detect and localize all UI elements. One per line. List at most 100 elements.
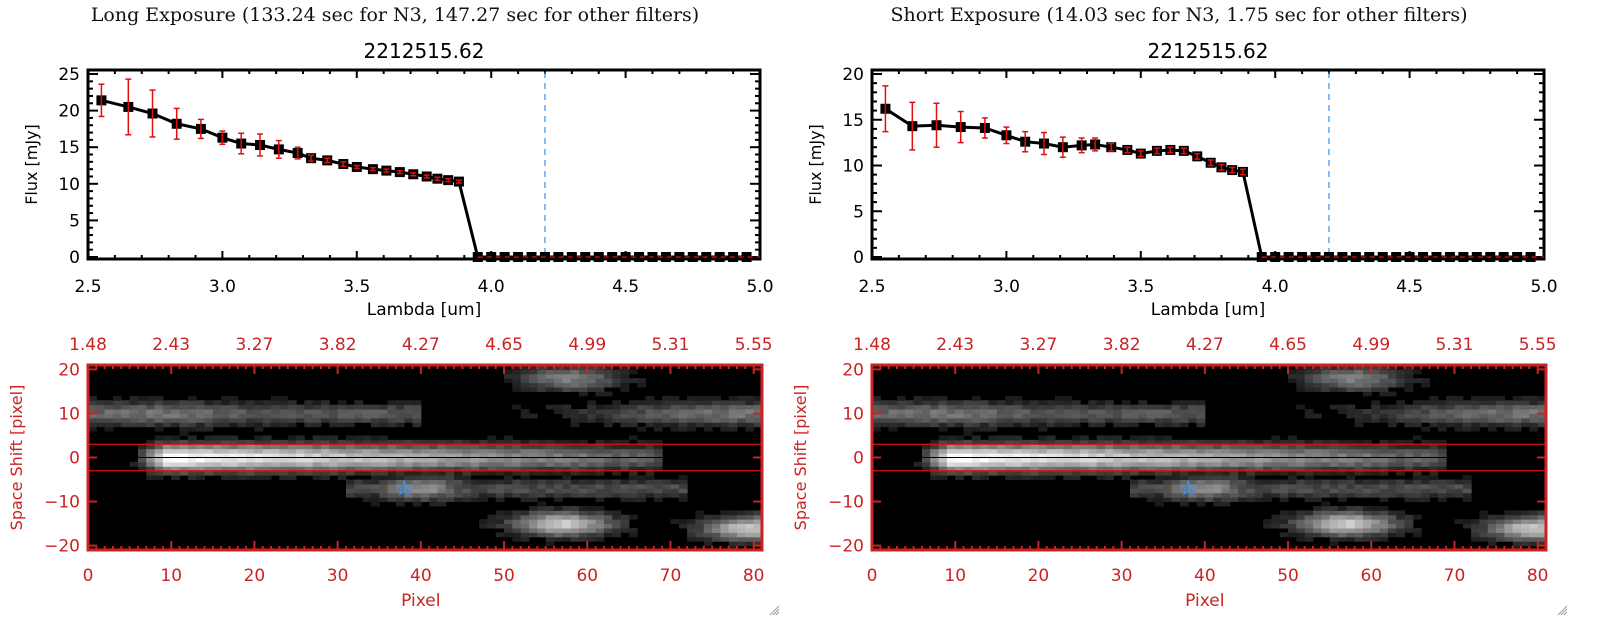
image-pixel (329, 409, 339, 414)
image-pixel (512, 466, 522, 472)
image-pixel (963, 426, 973, 432)
image-pixel (1163, 479, 1173, 485)
image-pixel (296, 453, 305, 458)
image-pixel (1030, 409, 1039, 414)
image-pixel (1204, 453, 1214, 458)
image-pixel (720, 510, 730, 516)
image-pixel (1263, 483, 1272, 489)
image-pixel (670, 483, 680, 489)
image-pixel (1329, 369, 1339, 375)
image-pixel (537, 439, 547, 445)
image-pixel (1404, 514, 1414, 520)
image-pixel (637, 448, 647, 454)
image-pixel (495, 483, 505, 489)
image-pixel (354, 461, 364, 467)
image-pixel (1296, 439, 1306, 445)
image-pixel (504, 378, 513, 384)
image-pixel (553, 444, 563, 450)
image-pixel (279, 466, 289, 472)
image-pixel (587, 365, 597, 370)
image-pixel (1063, 461, 1073, 467)
image-pixel (996, 457, 1006, 463)
image-pixel (1396, 470, 1406, 476)
error-bar (1218, 163, 1225, 171)
image-pixel (1404, 422, 1414, 428)
image-pixel (1396, 510, 1406, 516)
image-pixel (454, 470, 463, 476)
image-pixel (1462, 519, 1472, 525)
image-pixel (1313, 527, 1322, 533)
image-pixel (1529, 426, 1539, 432)
image-pixel (429, 488, 438, 494)
image-pixel (1437, 413, 1447, 419)
error-bar (434, 176, 441, 181)
image-pixel (1121, 422, 1131, 428)
image-pixel (171, 404, 181, 410)
image-pixel (237, 453, 247, 458)
data-point (634, 252, 645, 262)
resize-grip-icon[interactable] (1556, 604, 1568, 616)
image-pixel (1379, 523, 1389, 529)
image-pixel (1362, 378, 1372, 384)
image-pixel (955, 417, 965, 423)
image-pixel (1462, 492, 1472, 498)
image-pixel (1246, 488, 1256, 494)
image-pixel (271, 439, 280, 445)
image-pixel (595, 461, 605, 467)
image-pixel (562, 505, 572, 511)
image-pixel (404, 470, 414, 476)
image-pixel (254, 457, 264, 463)
image-pixel (412, 466, 422, 472)
image-pixel (1071, 475, 1081, 481)
image-pixel (728, 417, 738, 423)
image-pixel (1387, 448, 1397, 454)
image-pixel (337, 470, 347, 476)
spectrum-frame (870, 68, 1546, 261)
image-pixel (1121, 453, 1131, 458)
image-pixel (1096, 422, 1106, 428)
image-pixel (545, 439, 555, 445)
image-pixel (1204, 479, 1214, 485)
image-pixel (420, 448, 430, 454)
image-pixel (753, 532, 763, 538)
image-pixel (1387, 457, 1397, 463)
image-pixel (1529, 519, 1539, 525)
image-pixel (996, 466, 1006, 472)
image-pixel (612, 461, 622, 467)
image-pixel (745, 404, 755, 410)
image-pixel (412, 470, 422, 476)
image-pixel (1254, 492, 1264, 498)
image-pixel (1412, 497, 1422, 503)
image-pixel (570, 483, 580, 489)
image-pixel (1387, 444, 1397, 450)
image-pixel (1188, 413, 1198, 419)
image-pixel (404, 461, 414, 467)
image-pixel (1337, 461, 1347, 467)
image-pixel (745, 395, 755, 401)
image-pixel (1129, 470, 1139, 476)
image-pixel (1504, 532, 1514, 538)
image-pixel (404, 457, 414, 463)
image-pixel (1279, 510, 1289, 516)
image-pixel (905, 404, 915, 410)
image-pixel (146, 413, 156, 419)
image-pixel (678, 488, 688, 494)
image-pixel (512, 444, 522, 450)
error-bar (1180, 147, 1187, 155)
image-pixel (254, 475, 264, 481)
image-pixel (479, 466, 488, 472)
resize-grip-icon[interactable] (768, 604, 780, 616)
image-pixel (921, 444, 931, 450)
image-pixel (1429, 413, 1439, 419)
image-pixel (1321, 457, 1331, 463)
image-pixel (487, 461, 497, 467)
image-pixel (320, 453, 330, 458)
image-pixel (1362, 492, 1372, 498)
image-pixel (930, 439, 940, 445)
x-tick-label: 40 (410, 566, 432, 586)
image-pixel (1462, 413, 1472, 419)
image-pixel (1013, 413, 1023, 419)
image-pixel (1088, 466, 1098, 472)
image-pixel (678, 483, 688, 489)
image-pixel (1229, 453, 1239, 458)
